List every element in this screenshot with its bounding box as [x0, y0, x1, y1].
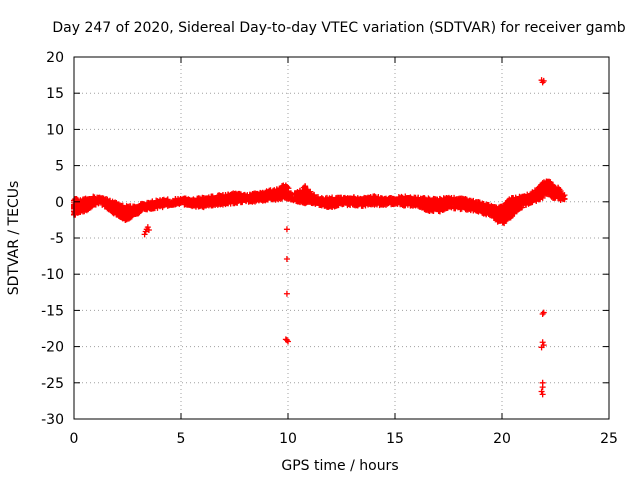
y-tick-label: 15: [46, 86, 64, 102]
y-axis-title: SDTVAR / TECUs: [6, 181, 22, 296]
data-point: [284, 184, 291, 191]
x-tick-label: 5: [177, 431, 186, 447]
y-tick-label: -10: [41, 267, 64, 283]
outlier-point: [283, 226, 290, 233]
data-point: [561, 195, 568, 202]
y-tick-label: -15: [41, 303, 64, 319]
data-point: [144, 224, 151, 231]
y-tick-label: 20: [46, 50, 64, 66]
data-point: [127, 214, 134, 221]
y-tick-label: 5: [55, 159, 64, 175]
data-point: [285, 185, 292, 192]
data-points: [71, 77, 568, 398]
x-axis-title: GPS time / hours: [281, 458, 398, 474]
data-point: [141, 231, 148, 238]
data-point: [120, 211, 127, 218]
x-tick-label: 25: [600, 431, 618, 447]
outlier-point: [539, 339, 546, 346]
chart-title: Day 247 of 2020, Sidereal Day-to-day VTE…: [52, 20, 625, 36]
x-tick-label: 15: [386, 431, 404, 447]
data-point: [124, 213, 131, 220]
outlier-point: [283, 290, 290, 297]
x-tick-labels: 0 5 10 15 20 25: [70, 431, 618, 447]
data-point: [303, 186, 310, 193]
y-tick-label: -20: [41, 340, 64, 356]
outlier-point: [538, 344, 545, 351]
data-point: [145, 227, 152, 234]
gridlines: [74, 57, 609, 419]
data-point: [164, 196, 171, 203]
outlier-point: [283, 337, 290, 344]
data-point: [539, 194, 546, 201]
x-tick-label: 0: [70, 431, 79, 447]
y-tick-label: -25: [41, 376, 64, 392]
outlier-point: [283, 255, 290, 262]
data-point: [519, 204, 526, 211]
y-tick-label: 0: [55, 195, 64, 211]
outlier-point: [539, 391, 546, 398]
x-tick-label: 20: [493, 431, 511, 447]
y-tick-labels: -30 -25 -20 -15 -10 -5 0 5 10 15 20: [41, 50, 64, 428]
data-point: [307, 188, 314, 195]
y-tick-label: -5: [50, 231, 64, 247]
outlier-point: [539, 384, 546, 391]
outlier-point: [540, 309, 547, 316]
outlier-point: [538, 388, 545, 395]
y-tick-label: -30: [41, 412, 64, 428]
outlier-point: [540, 77, 547, 84]
x-tick-label: 10: [279, 431, 297, 447]
axis-ticks: [73, 56, 610, 420]
y-tick-label: 10: [46, 122, 64, 138]
